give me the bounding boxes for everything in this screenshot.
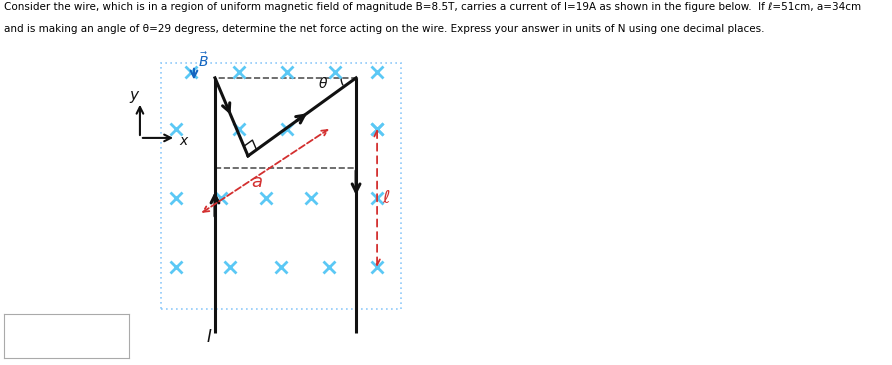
Bar	[215, 78, 356, 168]
Text: $x$: $x$	[179, 134, 190, 149]
Text: $\vec{B}$: $\vec{B}$	[199, 52, 209, 70]
Text: $y$: $y$	[129, 89, 141, 105]
Bar	[161, 63, 401, 309]
Text: $a$: $a$	[251, 173, 263, 192]
Text: and is making an angle of θ=29 degress, determine the net force acting on the wi: and is making an angle of θ=29 degress, …	[4, 24, 765, 34]
Text: Consider the wire, which is in a region of uniform magnetic field of magnitude B: Consider the wire, which is in a region …	[4, 2, 862, 12]
Text: $\ell$: $\ell$	[383, 189, 391, 207]
Text: $I$: $I$	[206, 328, 212, 346]
Text: $\theta$: $\theta$	[318, 76, 328, 91]
